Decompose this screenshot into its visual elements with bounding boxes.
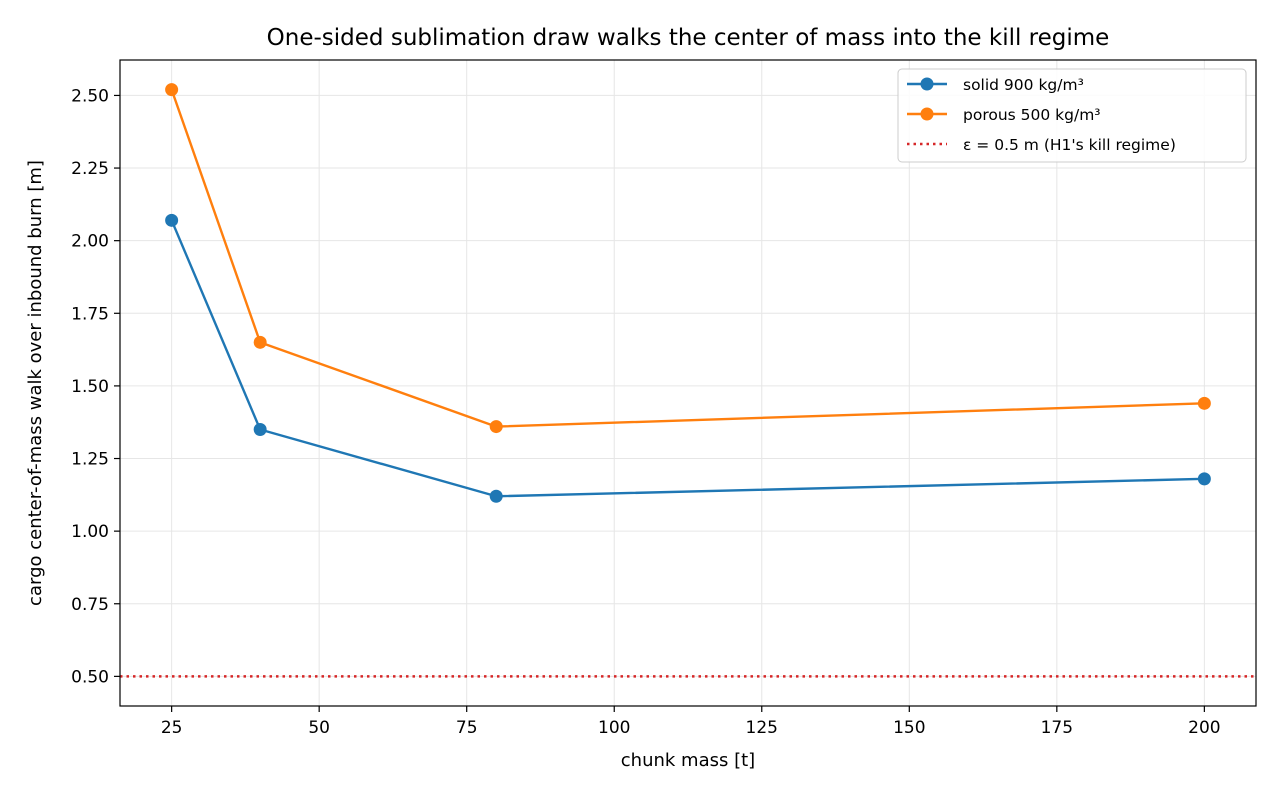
x-tick-label: 175	[1041, 718, 1073, 738]
data-point-porous	[489, 420, 503, 434]
y-tick-label: 1.75	[71, 304, 109, 324]
series-line-solid	[170, 219, 1205, 498]
x-tick-label: 75	[456, 718, 478, 738]
y-tick-label: 0.75	[71, 595, 109, 615]
data-point-porous	[253, 335, 267, 349]
y-axis-label: cargo center-of-mass walk over inbound b…	[25, 160, 46, 606]
x-tick-label: 125	[746, 718, 778, 738]
series-line-porous	[170, 89, 1205, 428]
y-tick-label: 1.00	[71, 522, 109, 542]
x-tick-label: 50	[308, 718, 330, 738]
chart-title: One-sided sublimation draw walks the cen…	[267, 25, 1110, 51]
legend-label-solid: solid 900 kg/m³	[963, 76, 1084, 94]
data-point-solid	[489, 489, 503, 503]
legend-label-kill-regime: ε = 0.5 m (H1's kill regime)	[963, 136, 1176, 154]
x-tick-label: 25	[161, 718, 183, 738]
plot-frame	[119, 59, 1257, 707]
legend-marker-solid	[920, 77, 934, 91]
y-tick-label: 1.25	[71, 450, 109, 470]
y-tick-label: 1.50	[71, 377, 109, 397]
series-group	[165, 83, 1211, 503]
legend-label-porous: porous 500 kg/m³	[963, 106, 1101, 124]
legend: solid 900 kg/m³ porous 500 kg/m³ ε = 0.5…	[897, 68, 1247, 163]
legend-box	[897, 68, 1247, 163]
data-point-solid	[165, 213, 179, 227]
data-point-solid	[253, 422, 267, 436]
series-porous	[165, 83, 1211, 434]
data-point-solid	[1197, 472, 1211, 486]
x-tick-label: 150	[893, 718, 925, 738]
legend-marker-porous	[920, 107, 934, 121]
y-tick-label: 0.50	[71, 667, 109, 687]
data-point-porous	[165, 83, 179, 97]
y-tick-label: 2.50	[71, 86, 109, 106]
data-point-porous	[1197, 396, 1211, 410]
x-tick-label: 200	[1188, 718, 1220, 738]
x-axis: 25 50 75 100 125 150 175 200	[161, 706, 1221, 738]
y-tick-label: 2.25	[71, 159, 109, 179]
x-axis-label: chunk mass [t]	[621, 750, 755, 771]
grid	[120, 60, 1256, 706]
y-axis: 0.50 0.75 1.00 1.25 1.50 1.75 2.00 2.25 2.50	[71, 86, 120, 687]
x-tick-label: 100	[598, 718, 630, 738]
series-solid	[165, 213, 1211, 503]
y-tick-label: 2.00	[71, 232, 109, 252]
